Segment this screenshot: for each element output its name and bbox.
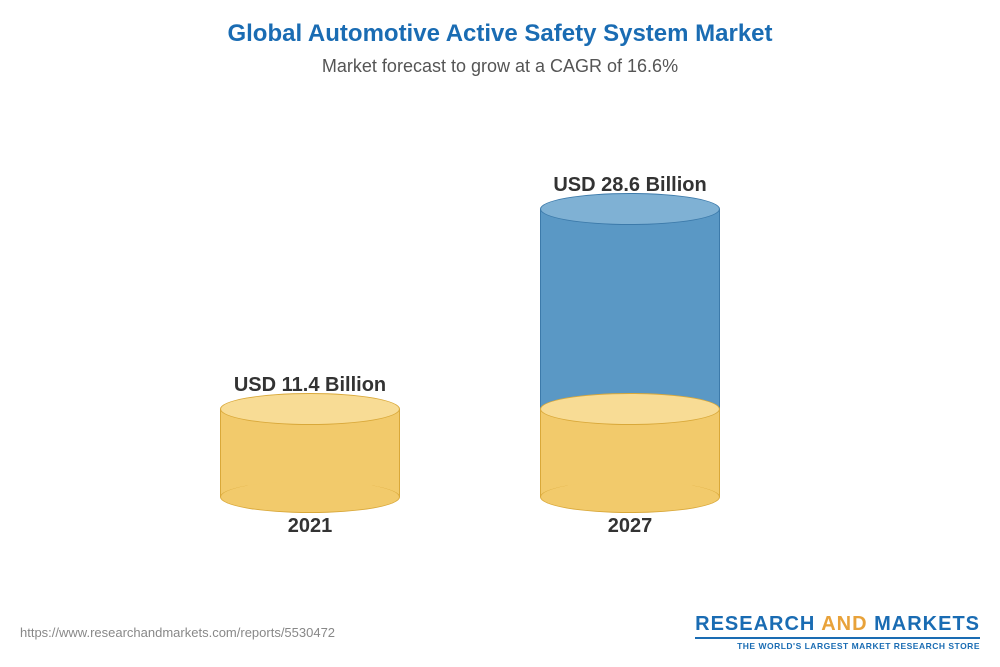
year-label-2021: 2021 <box>288 515 333 538</box>
chart-subtitle: Market forecast to grow at a CAGR of 16.… <box>0 56 1000 77</box>
cylinder-bottom-ellipse <box>220 481 400 513</box>
cylinder-top-ellipse <box>220 393 400 425</box>
cylinder-segment <box>540 409 720 497</box>
cylinder-segment <box>540 209 720 409</box>
brand-part2: AND <box>821 613 867 635</box>
brand-logo: RESEARCH AND MARKETS THE WORLD'S LARGEST… <box>695 613 980 651</box>
brand-part3: MARKETS <box>874 613 980 635</box>
cylinder-stack <box>220 409 400 497</box>
brand-name: RESEARCH AND MARKETS <box>695 613 980 636</box>
chart-area: USD 11.4 Billion2021 USD 28.6 Billion2027 <box>0 77 1000 557</box>
year-label-2027: 2027 <box>608 515 653 538</box>
cylinder-2021: USD 11.4 Billion2021 <box>220 374 400 538</box>
cylinder-top-ellipse <box>540 193 720 225</box>
footer: https://www.researchandmarkets.com/repor… <box>0 607 1000 657</box>
cylinder-top-ellipse <box>540 393 720 425</box>
chart-title: Global Automotive Active Safety System M… <box>0 0 1000 48</box>
brand-tagline: THE WORLD'S LARGEST MARKET RESEARCH STOR… <box>695 637 980 651</box>
cylinder-bottom-ellipse <box>540 481 720 513</box>
cylinder-segment <box>220 409 400 497</box>
source-url: https://www.researchandmarkets.com/repor… <box>20 625 335 640</box>
cylinder-body <box>540 209 720 409</box>
brand-part1: RESEARCH <box>695 613 815 635</box>
cylinder-stack <box>540 209 720 497</box>
cylinder-2027: USD 28.6 Billion2027 <box>540 174 720 538</box>
